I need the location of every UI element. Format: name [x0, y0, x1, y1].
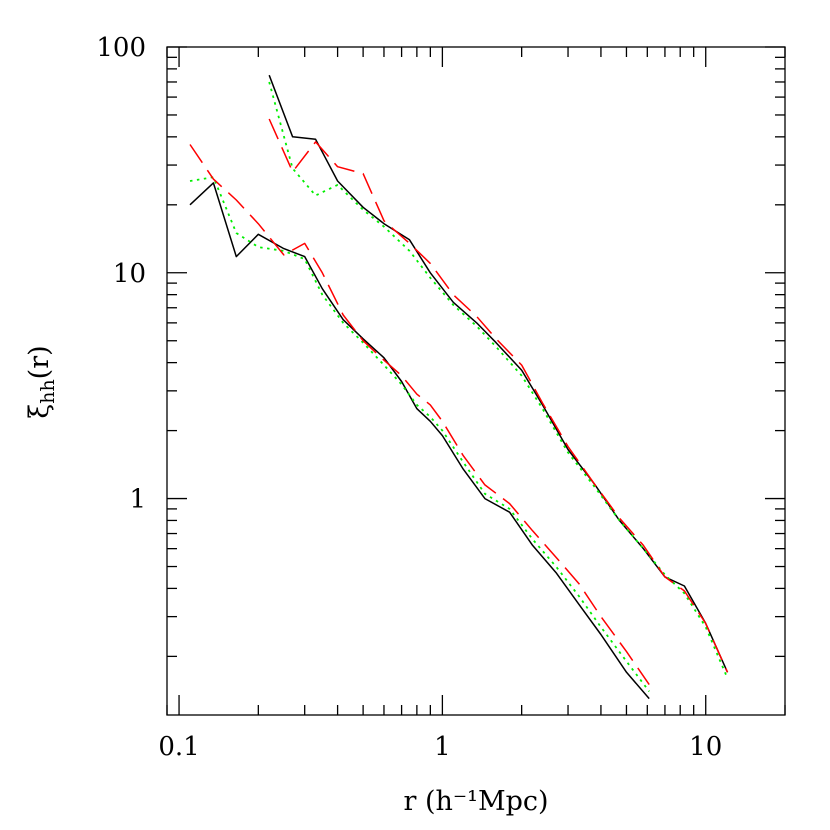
x-axis-title: r (h⁻¹Mpc) [403, 786, 548, 817]
series-line-upper-solid [268, 74, 729, 673]
x-tick-label: 10 [689, 732, 722, 762]
series-line-lower-solid [189, 182, 650, 700]
x-tick-label: 0.1 [158, 732, 199, 762]
x-tick-label: 1 [434, 732, 451, 762]
series-line-lower-dashed [189, 144, 650, 686]
y-axis-title-suffix: (r) [24, 345, 55, 379]
y-axis-title: ξhh(r) [24, 345, 59, 418]
y-tick-labels: 1 10 100 [96, 33, 146, 515]
series-line-upper-dashed [268, 118, 729, 673]
y-tick-label: 1 [129, 485, 146, 515]
y-ticks [167, 46, 785, 658]
y-axis-title-subscript: hh [37, 379, 59, 403]
y-tick-label: 10 [113, 259, 146, 289]
y-tick-label: 100 [96, 33, 146, 63]
plot-frame [166, 46, 786, 716]
x-ticks [166, 47, 786, 715]
series-layer [189, 74, 729, 700]
series-line-lower-dotted [189, 176, 650, 692]
x-tick-labels: 0.1 1 10 [158, 732, 722, 762]
series-line-upper-dotted [268, 81, 729, 679]
y-axis-title-symbol: ξ [24, 404, 55, 419]
